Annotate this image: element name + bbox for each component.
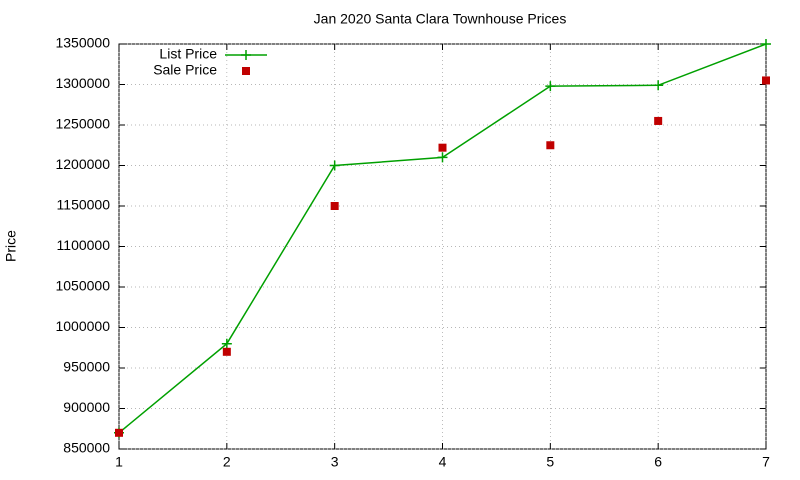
y-tick-label: 1150000	[57, 197, 111, 213]
y-tick-label: 1100000	[57, 237, 111, 253]
y-tick-label: 950000	[63, 359, 110, 375]
x-tick-label: 4	[439, 454, 447, 470]
x-tick-label: 1	[115, 454, 123, 470]
x-tick-label: 2	[223, 454, 231, 470]
y-tick-label: 1200000	[55, 156, 110, 172]
point	[653, 80, 664, 91]
point	[761, 39, 771, 49]
legend-label: List Price	[159, 46, 217, 62]
point	[222, 347, 231, 356]
point	[438, 143, 447, 152]
point	[330, 202, 339, 210]
point	[221, 338, 232, 349]
series-line	[118, 43, 767, 434]
point	[545, 81, 556, 92]
point	[437, 152, 448, 163]
y-axis-label: Price	[3, 230, 19, 262]
y-tick-label: 1050000	[55, 278, 110, 294]
point	[546, 141, 555, 150]
chart-title: Jan 2020 Santa Clara Townhouse Prices	[314, 11, 567, 27]
y-tick-label: 1350000	[55, 35, 110, 51]
y-tick-label: 900000	[63, 399, 110, 415]
legend-label: Sale Price	[153, 62, 217, 78]
legend-marker	[241, 50, 251, 60]
point	[115, 428, 123, 437]
x-tick-label: 5	[546, 454, 554, 470]
x-tick-label: 3	[331, 454, 339, 470]
x-tick-label: 7	[762, 454, 770, 470]
point	[654, 116, 663, 125]
point	[329, 160, 340, 171]
point	[762, 76, 770, 85]
y-tick-label: 1000000	[55, 318, 110, 334]
legend-marker	[242, 67, 250, 75]
y-tick-label: 1250000	[55, 116, 110, 132]
y-tick-label: 850000	[63, 440, 110, 456]
x-tick-label: 6	[654, 454, 662, 470]
y-tick-label: 1300000	[55, 75, 110, 91]
